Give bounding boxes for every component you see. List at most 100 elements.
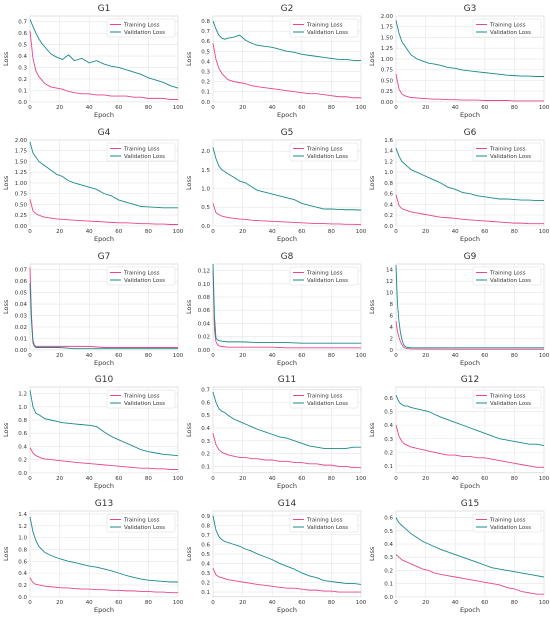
x-tick-label: 80 (145, 352, 152, 358)
validation-loss-line (395, 517, 545, 578)
y-tick-label: 0.5 (18, 43, 27, 49)
y-tick-label: 0.02 (15, 325, 27, 331)
y-tick-label: 1.4 (384, 149, 393, 155)
x-tick-label: 40 (86, 229, 93, 235)
y-tick-label: 0.4 (384, 542, 393, 548)
chart-panel-g6: 0.0 0.2 0.4 0.6 0.8 1.0 1.2 1.4 1.6 0 20 40 60 80 100 G… (368, 128, 549, 243)
y-tick-label: 2.00 (15, 138, 28, 144)
y-tick-label: 0.8 (201, 19, 210, 25)
legend-box (472, 513, 542, 533)
x-tick-label: 80 (145, 229, 152, 235)
y-tick-label: 0.00 (381, 100, 394, 106)
y-axis-label: Loss (2, 175, 10, 190)
y-tick-label: 12 (386, 279, 393, 285)
y-tick-label: 1.25 (381, 46, 394, 52)
x-tick-label: 80 (511, 105, 518, 111)
x-axis-label: Epoch (460, 358, 480, 366)
y-tick-label: 1.00 (15, 181, 28, 187)
legend-box (106, 266, 176, 285)
y-tick-label: 0.50 (381, 78, 394, 84)
legend-box (289, 18, 359, 38)
y-tick-label: 0.8 (18, 548, 27, 554)
x-axis-label: Epoch (460, 606, 480, 614)
chart-title: G11 (278, 375, 296, 385)
x-tick-label: 0 (394, 352, 398, 358)
x-axis-label: Epoch (460, 111, 480, 119)
legend-label: Training Loss (489, 518, 526, 524)
validation-loss-line (212, 20, 361, 61)
validation-loss-line (395, 147, 544, 201)
y-tick-label: 1.0 (384, 170, 393, 176)
x-tick-label: 100 (173, 105, 183, 111)
x-tick-label: 100 (539, 105, 549, 111)
x-axis-label: Epoch (94, 111, 114, 119)
legend-label: Validation Loss (490, 30, 531, 36)
y-tick-label: 0.00 (198, 347, 211, 353)
x-tick-label: 40 (269, 229, 276, 235)
chart-title: G13 (95, 499, 113, 509)
y-tick-label: 0.2 (18, 77, 27, 83)
x-tick-label: 0 (394, 600, 398, 606)
legend-label: Validation Loss (307, 154, 348, 160)
legend-label: Training Loss (123, 146, 160, 152)
x-axis-label: Epoch (277, 482, 297, 490)
x-tick-label: 40 (452, 105, 459, 111)
y-tick-label: 0.10 (198, 281, 211, 287)
y-tick-label: 2.00 (381, 14, 394, 20)
x-tick-label: 40 (269, 105, 276, 111)
legend-box (289, 266, 359, 285)
x-tick-label: 100 (356, 352, 366, 358)
x-tick-label: 0 (394, 476, 398, 482)
y-tick-label: 0.2 (201, 581, 210, 587)
x-tick-label: 0 (211, 352, 215, 358)
y-tick-label: 0.5 (384, 529, 393, 535)
legend-box (289, 513, 359, 533)
chart-panel-g15: 0.0 0.1 0.2 0.3 0.4 0.5 0.6 0 20 40 60 80 100 G15 Epoc… (368, 499, 549, 614)
x-tick-label: 100 (173, 476, 183, 482)
y-tick-label: 0.05 (15, 290, 28, 296)
y-tick-label: 0.04 (15, 302, 28, 308)
y-tick-label: 1.2 (384, 159, 393, 165)
x-tick-label: 80 (511, 476, 518, 482)
x-axis-label: Epoch (277, 606, 297, 614)
legend-label: Validation Loss (307, 278, 348, 284)
x-tick-label: 60 (298, 352, 305, 358)
y-tick-label: 0.75 (15, 191, 28, 197)
x-axis-label: Epoch (277, 111, 297, 119)
legend-label: Validation Loss (307, 30, 348, 36)
legend-box (472, 142, 542, 162)
y-tick-label: 1.2 (18, 392, 27, 398)
x-tick-label: 0 (211, 600, 215, 606)
y-tick-label: 0.7 (201, 29, 210, 35)
x-tick-label: 0 (394, 229, 398, 235)
y-tick-label: 1.0 (18, 405, 27, 411)
chart-title: G1 (98, 4, 111, 14)
x-tick-label: 80 (145, 105, 152, 111)
x-tick-label: 100 (539, 352, 549, 358)
chart-title: G5 (281, 128, 294, 138)
validation-loss-line (29, 141, 178, 209)
legend-label: Training Loss (306, 146, 343, 152)
x-tick-label: 40 (86, 476, 93, 482)
x-tick-label: 60 (298, 105, 305, 111)
y-axis-label: Loss (185, 175, 193, 190)
x-axis-label: Epoch (94, 358, 114, 366)
y-tick-label: 0.00 (15, 347, 28, 353)
validation-loss-line (212, 515, 362, 586)
y-axis-label: Loss (2, 423, 10, 438)
x-tick-label: 100 (173, 352, 183, 358)
legend-label: Validation Loss (124, 278, 165, 284)
y-tick-label: 0.7 (201, 533, 210, 539)
y-tick-label: 1.0 (18, 536, 27, 542)
x-tick-label: 100 (539, 600, 549, 606)
y-tick-label: 0.6 (201, 39, 210, 45)
x-tick-label: 60 (481, 352, 488, 358)
legend-box (106, 18, 176, 38)
y-tick-label: 0.4 (201, 426, 210, 432)
x-tick-label: 80 (328, 600, 335, 606)
y-tick-label: 0.4 (18, 571, 27, 577)
chart-panel-g13: 0.0 0.2 0.4 0.6 0.8 1.0 1.2 1.4 0 20 40 60 80 100 G13 E… (2, 499, 183, 614)
y-tick-label: 0.6 (18, 432, 27, 438)
y-tick-label: 0.07 (15, 267, 28, 273)
x-tick-label: 80 (145, 600, 152, 606)
